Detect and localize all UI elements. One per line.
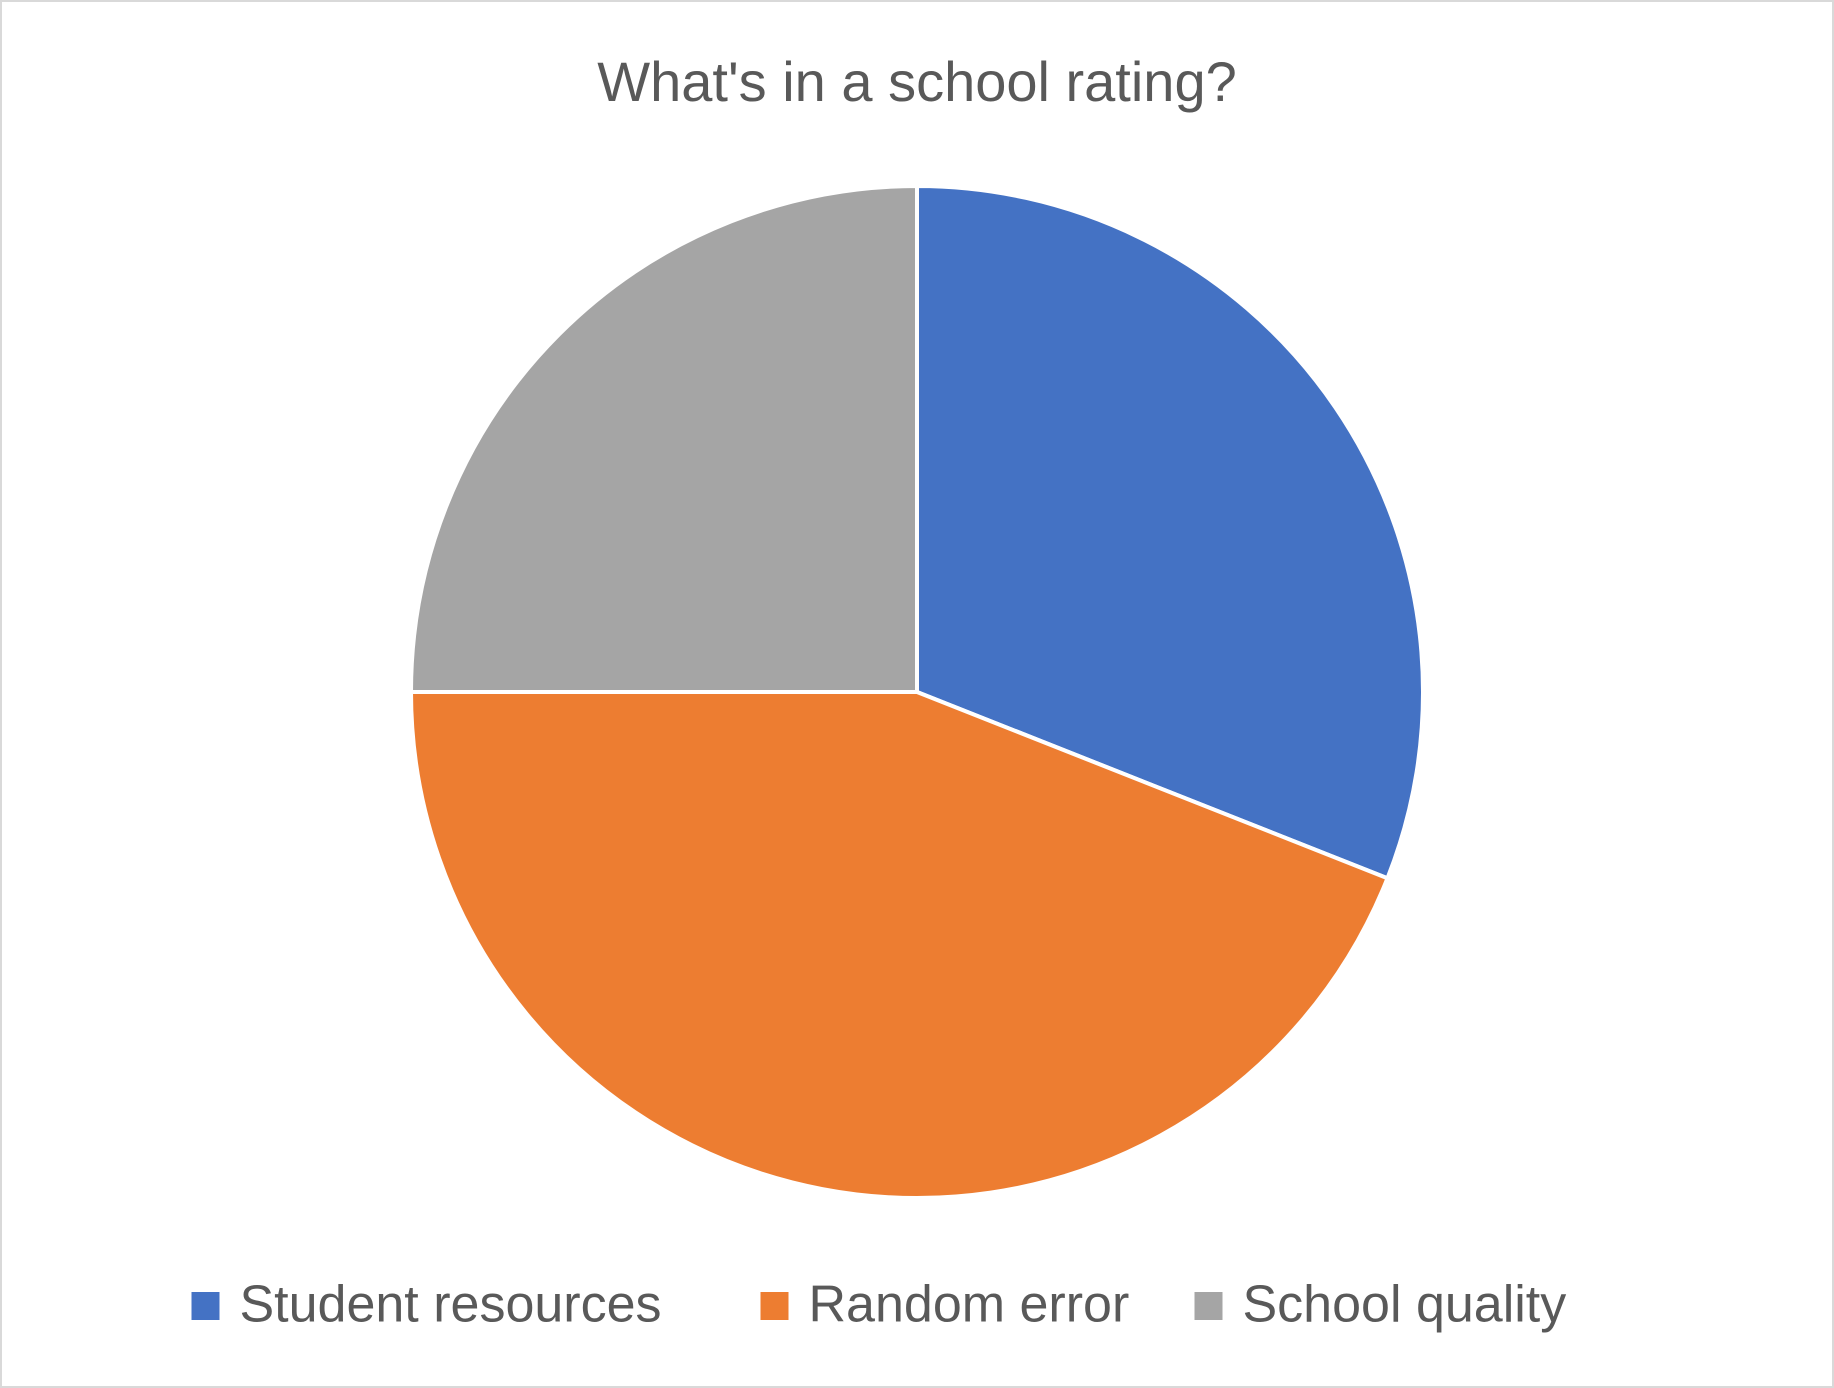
legend-label: Student resources	[240, 1276, 662, 1334]
legend-label: Random error	[809, 1276, 1130, 1334]
chart-title: What's in a school rating?	[597, 50, 1236, 113]
legend-swatch	[760, 1292, 789, 1320]
pie-slice	[408, 183, 919, 694]
legend-swatch	[1194, 1292, 1223, 1320]
legend-label: School quality	[1243, 1276, 1567, 1334]
pie-slice	[408, 690, 1391, 1200]
pie-slice	[915, 183, 1425, 881]
legend-swatch	[191, 1292, 220, 1320]
